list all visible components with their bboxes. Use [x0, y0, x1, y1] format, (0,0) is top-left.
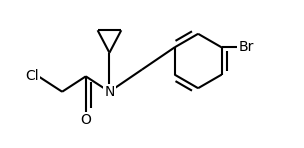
- Text: O: O: [80, 113, 91, 127]
- Text: Br: Br: [238, 40, 254, 54]
- Text: N: N: [104, 85, 115, 99]
- Text: Cl: Cl: [25, 69, 39, 83]
